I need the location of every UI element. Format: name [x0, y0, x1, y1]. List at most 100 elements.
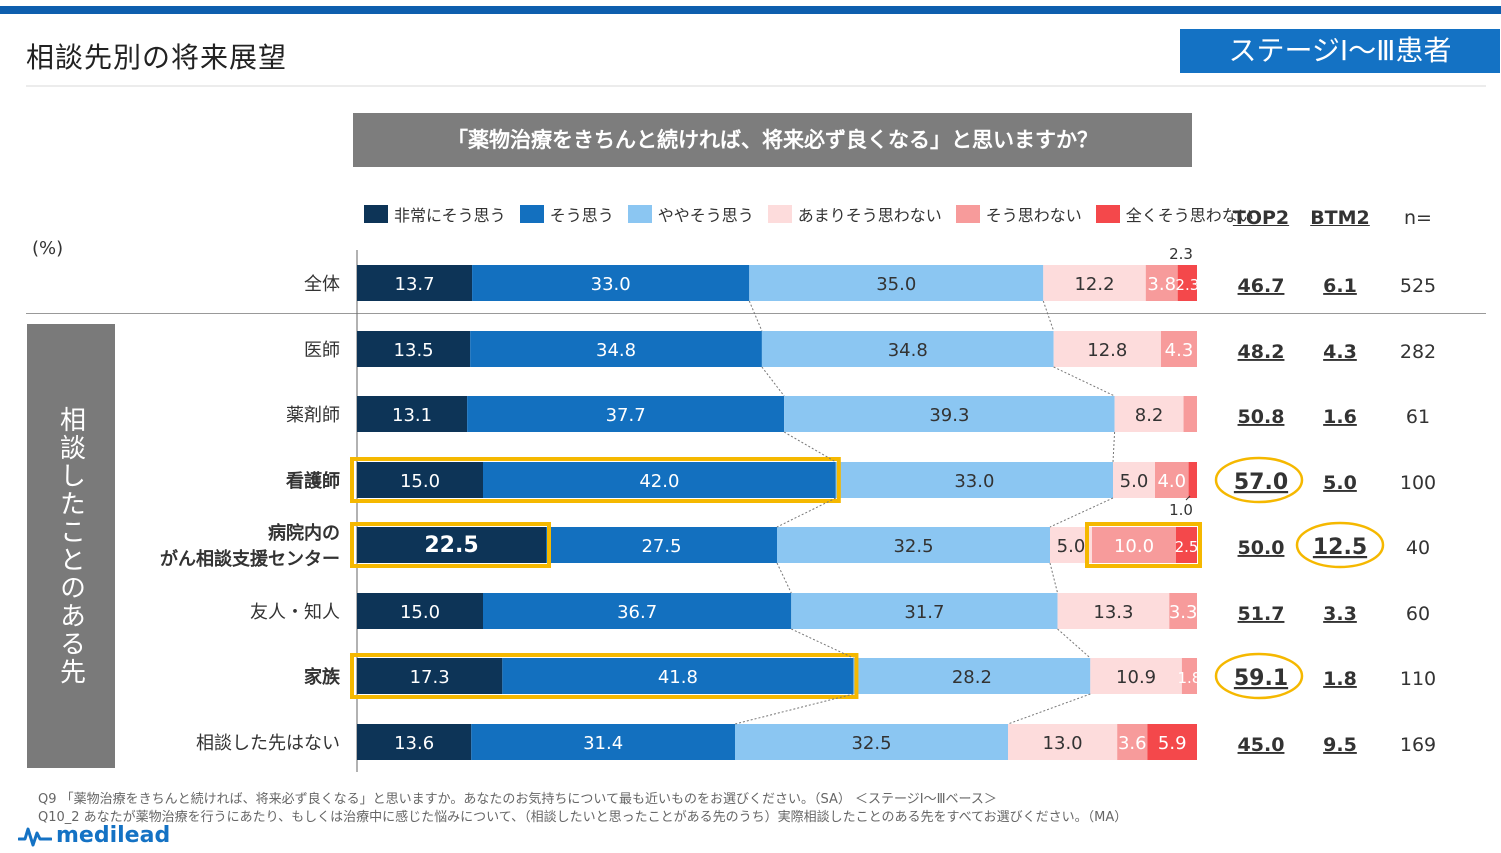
connector-line	[1049, 562, 1059, 594]
bar-value-label: 8.2	[1135, 405, 1164, 426]
top2-header: TOP2	[1232, 207, 1290, 229]
bar-segment	[1114, 396, 1184, 432]
bar-value-label: 42.0	[639, 471, 679, 492]
logo-text: medilead	[56, 823, 171, 848]
legend-label: 全くそう思わない	[1125, 206, 1254, 225]
bar-segment	[791, 593, 1058, 629]
bar-segment	[1183, 396, 1197, 432]
bar-value-label: 10.0	[1114, 536, 1154, 557]
bar-segment	[1181, 658, 1197, 694]
highlight-box	[1085, 522, 1202, 568]
row-label: 友人・知人	[250, 602, 340, 623]
bar-value-label: 32.5	[851, 733, 891, 754]
row-label: 薬剤師	[286, 405, 340, 426]
legend-swatch	[519, 205, 544, 223]
bar-segment	[357, 462, 483, 498]
bar-segment	[1160, 331, 1197, 367]
chart-legend: 非常にそう思う そう思う ややそう思う あまりそう思わない そう思わない 全くそう思わない	[364, 203, 1268, 225]
bar-segment	[483, 593, 792, 629]
n-value: 169	[1400, 734, 1436, 756]
footnote-q10: Q10_2 あなたが薬物治療を行うにあたり、もしくは治療中に感じた悩みについて、…	[38, 810, 1128, 825]
pulse-icon	[18, 827, 52, 846]
bar-value-label: 17.3	[410, 667, 450, 688]
connector-line	[776, 562, 792, 594]
bar-value-label: 3.3	[1169, 602, 1198, 623]
bar-segment	[835, 462, 1113, 498]
n-value: 110	[1400, 668, 1436, 690]
highlight-circle	[1295, 521, 1385, 569]
bar-segment	[546, 527, 777, 563]
bar-segment	[483, 462, 836, 498]
legend-label: ややそう思う	[657, 206, 754, 225]
title-divider	[26, 85, 1486, 87]
medilead-logo: medilead	[18, 823, 170, 848]
btm2-value: 12.5	[1313, 535, 1367, 560]
bar-segment	[357, 527, 546, 563]
bar-value-label: 27.5	[641, 536, 681, 557]
row-label: 看護師	[285, 470, 340, 492]
bar-segment	[357, 331, 471, 367]
legend-item: 非常にそう思う	[364, 203, 506, 225]
bar-segment	[749, 265, 1044, 301]
bar-value-label: 12.2	[1074, 274, 1114, 295]
bar-value-label: 1.8	[1178, 669, 1202, 687]
bar-value-label: 32.5	[893, 536, 933, 557]
n-value: 282	[1400, 341, 1436, 363]
highlight-circle	[1214, 652, 1304, 700]
leader-line	[1185, 495, 1191, 501]
bar-value-label: 31.7	[904, 602, 944, 623]
n-header: n=	[1404, 207, 1432, 229]
bar-segment	[1043, 265, 1146, 301]
connector-line	[734, 693, 854, 725]
bar-value-label: 4.0	[1157, 471, 1186, 492]
bar-segment	[472, 265, 750, 301]
top2-value: 48.2	[1238, 341, 1285, 363]
bar-value-label: 33.0	[954, 471, 994, 492]
row-label: 相談した先はない	[196, 733, 340, 754]
bar-segment	[357, 396, 468, 432]
bar-value-label: 13.6	[394, 733, 434, 754]
btm2-value: 9.5	[1323, 734, 1357, 756]
connector-line	[1057, 628, 1091, 659]
row-label: 全体	[304, 274, 340, 295]
row-label: 病院内の	[268, 522, 340, 544]
n-value: 525	[1400, 275, 1436, 297]
bar-segment	[1090, 658, 1182, 694]
connector-line	[1049, 497, 1114, 528]
legend-label: そう思う	[549, 206, 614, 225]
bar-segment	[1177, 265, 1197, 301]
btm2-header: BTM2	[1310, 207, 1370, 229]
legend-item: ややそう思う	[627, 203, 754, 225]
bar-segment	[1188, 462, 1197, 498]
btm2-value: 4.3	[1323, 341, 1357, 363]
bar-segment	[502, 658, 854, 694]
highlight-circle	[1214, 456, 1304, 504]
bar-value-label: 13.1	[392, 405, 432, 426]
bar-segment	[470, 331, 762, 367]
bar-value-label: 3.6	[1118, 733, 1147, 754]
bar-value-label: 39.3	[929, 405, 969, 426]
bar-value-label: 13.0	[1043, 733, 1083, 754]
top2-value: 50.8	[1238, 406, 1285, 428]
group-label: 相談したことのある先	[27, 324, 115, 768]
connector-line	[783, 431, 837, 463]
legend-swatch	[627, 205, 652, 223]
row-label: がん相談支援センター	[160, 548, 340, 570]
row-separator	[26, 313, 1486, 314]
top2-value: 45.0	[1238, 734, 1285, 756]
bar-value-label: 15.0	[400, 471, 440, 492]
question-banner: 「薬物治療をきちんと続ければ、将来必ず良くなる」と思いますか？	[353, 113, 1192, 167]
top2-value: 50.0	[1238, 537, 1285, 559]
btm2-value: 6.1	[1323, 275, 1357, 297]
highlight-box	[350, 653, 859, 699]
row-label: 医師	[304, 340, 340, 361]
bar-value-label: 4.3	[1165, 340, 1194, 361]
bar-segment	[1176, 527, 1197, 563]
bar-segment	[357, 658, 503, 694]
bar-value-label: 13.5	[394, 340, 434, 361]
legend-swatch	[364, 205, 388, 223]
bar-value-label: 2.5	[1175, 538, 1199, 556]
bar-segment	[1092, 527, 1176, 563]
bar-value-label: 5.0	[1120, 471, 1149, 492]
